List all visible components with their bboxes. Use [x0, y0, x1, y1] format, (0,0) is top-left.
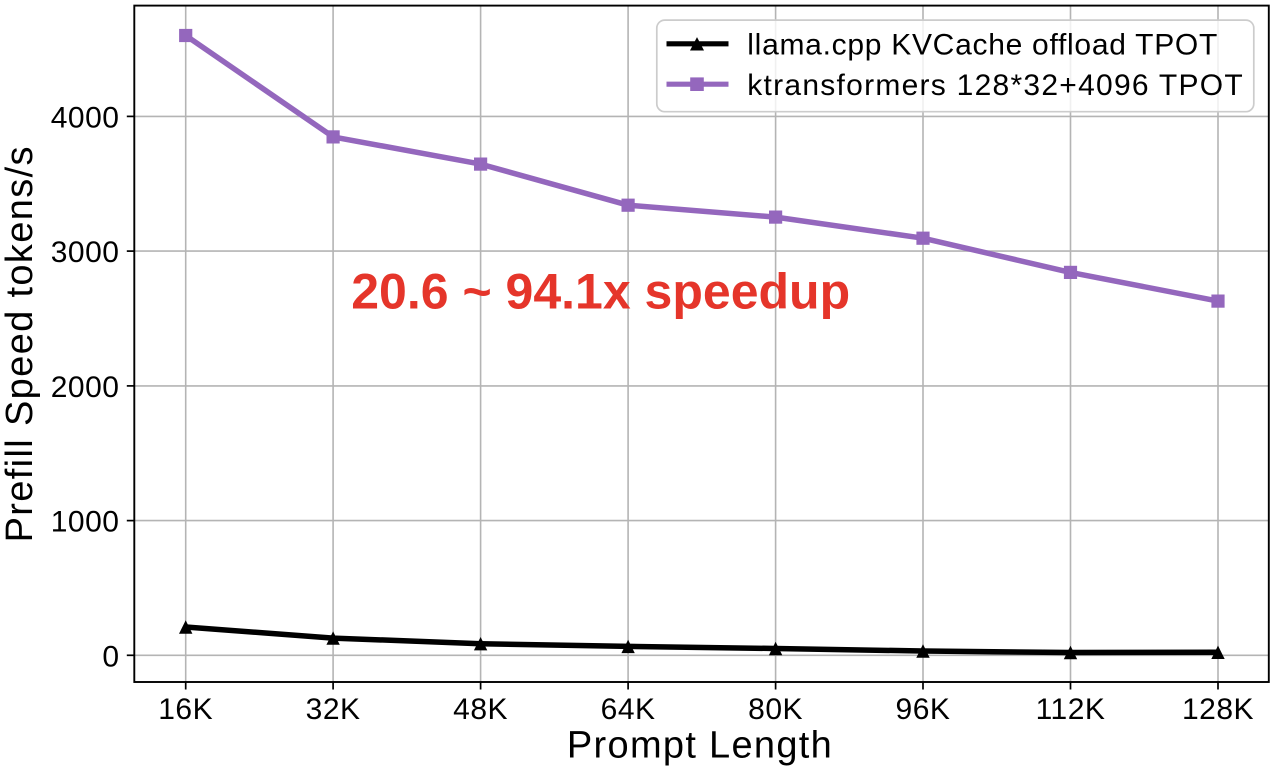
svg-text:64K: 64K [601, 693, 656, 726]
svg-text:32K: 32K [306, 693, 361, 726]
svg-text:16K: 16K [158, 693, 213, 726]
svg-text:4000: 4000 [51, 101, 120, 134]
svg-text:llama.cpp KVCache offload TPOT: llama.cpp KVCache offload TPOT [747, 28, 1218, 61]
svg-text:1000: 1000 [51, 506, 120, 539]
svg-text:Prefill Speed tokens/s: Prefill Speed tokens/s [0, 145, 41, 542]
svg-text:48K: 48K [453, 693, 508, 726]
svg-text:80K: 80K [748, 693, 803, 726]
svg-text:2000: 2000 [51, 371, 120, 404]
svg-text:Prompt Length: Prompt Length [567, 725, 833, 767]
svg-text:112K: 112K [1036, 693, 1106, 726]
svg-text:96K: 96K [896, 693, 951, 726]
svg-text:20.6 ~ 94.1x speedup: 20.6 ~ 94.1x speedup [351, 264, 850, 320]
svg-text:128K: 128K [1182, 693, 1254, 726]
svg-text:0: 0 [102, 640, 119, 673]
svg-text:ktransformers 128*32+4096 TPOT: ktransformers 128*32+4096 TPOT [747, 69, 1244, 102]
svg-text:3000: 3000 [51, 236, 120, 269]
